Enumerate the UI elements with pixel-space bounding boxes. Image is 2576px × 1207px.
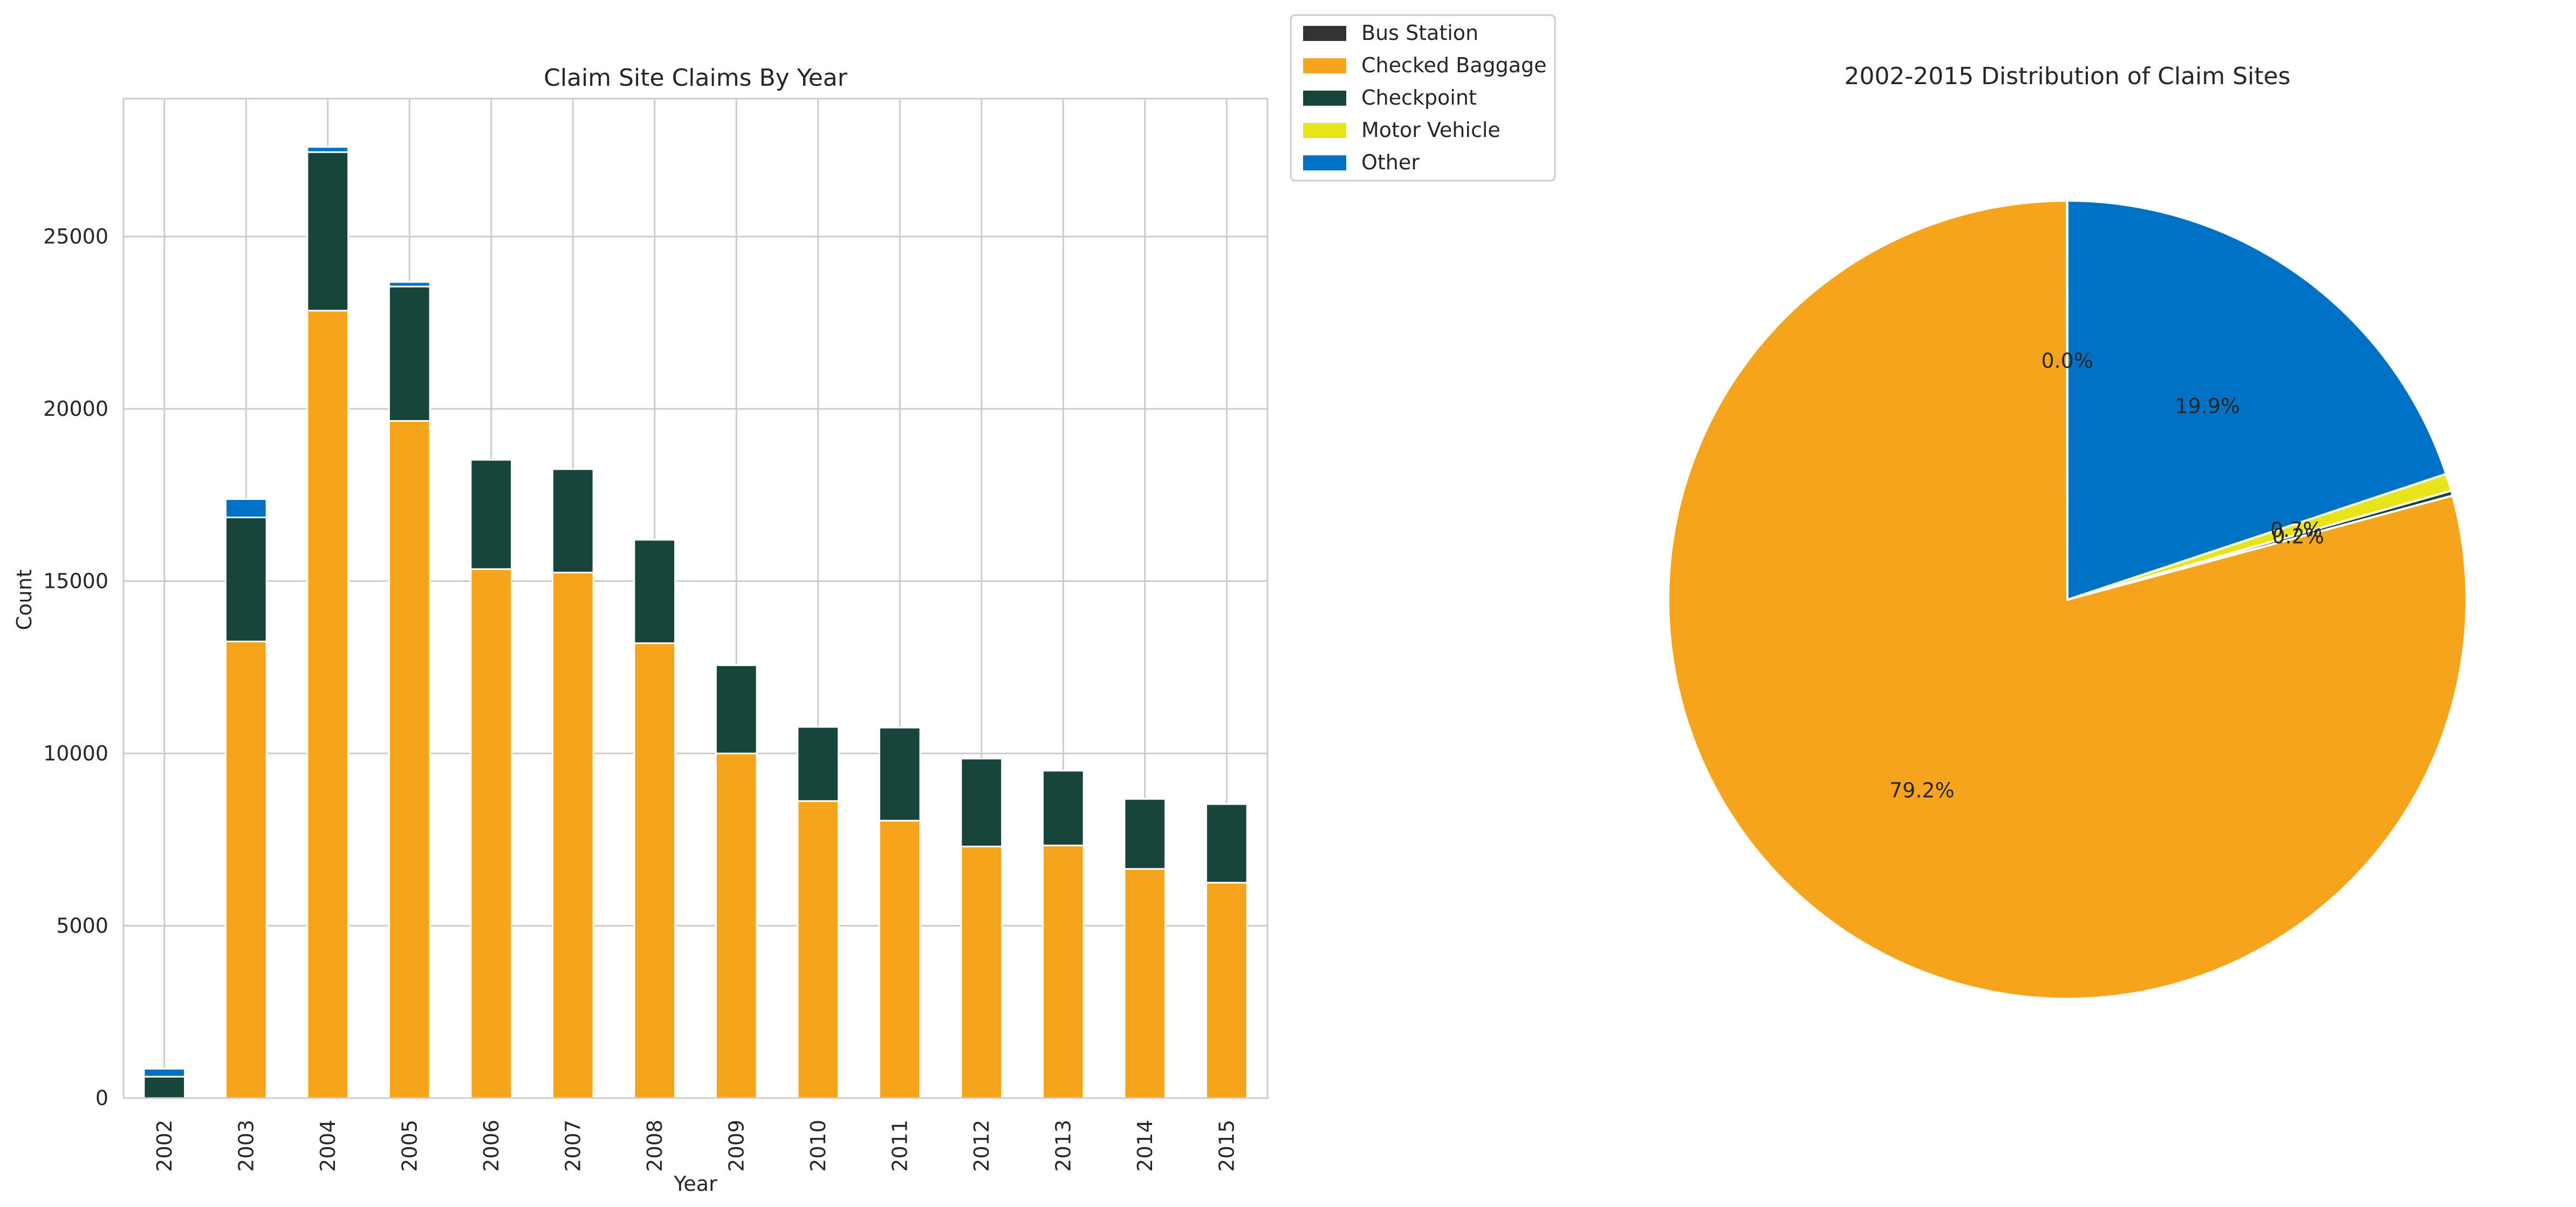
- legend-label-other: Other: [1361, 150, 1420, 174]
- x-tick-label: 2014: [1133, 1120, 1157, 1172]
- x-tick-labels: 2002 2003 2004 2005 2006 2007 2008 2009 2010 2011…: [153, 1120, 1239, 1172]
- grid-lines: [124, 99, 1268, 1099]
- bar-segment-checked-baggage-2005: [388, 420, 431, 1099]
- bar-segment-checkpoint-2003: [224, 516, 268, 642]
- y-tick-label: 20000: [43, 397, 108, 421]
- x-tick-label: 2010: [806, 1120, 830, 1172]
- x-tick-label: 2012: [970, 1120, 994, 1172]
- y-axis-label: Count: [12, 570, 36, 630]
- bar-segment-checked-baggage-2009: [715, 752, 758, 1099]
- pie-chart-title: 2002-2015 Distribution of Claim Sites: [1844, 63, 2290, 90]
- bar-segment-checked-baggage-2015: [1205, 882, 1248, 1099]
- pie-label-motor-vehicle: 0.7%: [2270, 518, 2322, 541]
- x-tick-label: 2005: [398, 1120, 421, 1172]
- bar-segment-checked-baggage-2010: [797, 800, 840, 1099]
- bar-segment-checkpoint-2010: [797, 726, 840, 802]
- bar-segment-checked-baggage-2013: [1042, 845, 1085, 1099]
- pie-label-checkpoint: 0.2%: [2272, 524, 2325, 548]
- bar-segment-checkpoint-2013: [1042, 770, 1085, 847]
- x-tick-label: 2003: [234, 1120, 258, 1172]
- legend-label-checked-baggage: Checked Baggage: [1361, 53, 1547, 77]
- bar-segment-checkpoint-2007: [551, 468, 594, 574]
- bar-segment-checkpoint-2006: [470, 459, 513, 570]
- bar-segment-other-2002: [143, 1068, 186, 1078]
- bar-segment-other-2005: [388, 281, 431, 287]
- y-tick-label: 0: [95, 1086, 108, 1110]
- legend-label-bus-station: Bus Station: [1361, 21, 1478, 45]
- bar-segment-checked-baggage-2003: [224, 640, 268, 1099]
- bar-segment-checked-baggage-2006: [470, 568, 513, 1099]
- legend-swatch-checkpoint: [1303, 91, 1346, 106]
- legend-items: Bus Station Checked Baggage Checkpoint Moto…: [1303, 21, 1547, 174]
- x-tick-label: 2015: [1215, 1120, 1238, 1172]
- pie-slice-other: [2066, 200, 2448, 601]
- y-tick-label: 10000: [43, 742, 108, 765]
- bar-segment-checkpoint-2002: [143, 1075, 186, 1099]
- x-axis-label: Year: [673, 1172, 717, 1196]
- bar-segment-checkpoint-2008: [633, 539, 676, 644]
- bar-segment-other-2004: [306, 146, 350, 153]
- pie-label-checked-baggage: 79.2%: [1889, 779, 1955, 803]
- legend: Bus Station Checked Baggage Checkpoint Moto…: [1290, 14, 1556, 182]
- x-tick-label: 2007: [561, 1120, 585, 1172]
- bar-segment-checkpoint-2015: [1205, 803, 1248, 884]
- plot-area-frame: [122, 98, 1269, 1099]
- legend-label-motor-vehicle: Motor Vehicle: [1361, 118, 1501, 142]
- pie-label-bus-station: 0.0%: [2041, 349, 2093, 373]
- bar-segment-checked-baggage-2004: [306, 310, 350, 1099]
- x-tick-label: 2004: [316, 1120, 340, 1172]
- x-tick-label: 2009: [724, 1120, 748, 1172]
- pie-chart: 2002-2015 Distribution of Claim Sites 0.…: [1667, 63, 2468, 1000]
- legend-label-checkpoint: Checkpoint: [1361, 86, 1477, 109]
- legend-swatch-bus-station: [1303, 26, 1346, 41]
- bar-segment-checked-baggage-2012: [960, 846, 1003, 1099]
- bar-segment-checkpoint-2009: [715, 664, 758, 755]
- x-tick-label: 2006: [479, 1120, 503, 1172]
- x-tick-label: 2002: [153, 1120, 176, 1172]
- legend-box: [1290, 14, 1556, 182]
- x-tick-label: 2013: [1051, 1120, 1075, 1172]
- bar-segment-checked-baggage-2008: [633, 642, 676, 1099]
- bar-segment-checked-baggage-2007: [551, 572, 594, 1099]
- bar-segment-checkpoint-2014: [1123, 798, 1167, 870]
- legend-swatch-checked-baggage: [1303, 58, 1346, 73]
- y-tick-label: 15000: [43, 570, 108, 593]
- x-tick-label: 2008: [643, 1120, 667, 1172]
- y-tick-labels: 0 5000 10000 15000 20000 25000: [43, 225, 108, 1110]
- x-tick-label: 2011: [888, 1120, 912, 1172]
- bar-segment-checkpoint-2004: [306, 151, 350, 312]
- legend-swatch-motor-vehicle: [1303, 123, 1346, 138]
- bar-segment-checkpoint-2011: [878, 726, 921, 822]
- pie-slice-labels: 0.0% 79.2% 0.2%0.7% 19.9%: [1889, 349, 2324, 803]
- y-tick-label: 5000: [56, 914, 108, 938]
- pie-label-other: 19.9%: [2175, 394, 2240, 418]
- legend-swatch-other: [1303, 155, 1346, 170]
- bar-segment-other-2003: [224, 498, 268, 518]
- bar-segment-checkpoint-2005: [388, 285, 431, 422]
- bar-segment-checked-baggage-2011: [878, 820, 921, 1099]
- bar-segment-checked-baggage-2014: [1123, 868, 1167, 1099]
- bar-chart-title: Claim Site Claims By Year: [544, 64, 848, 92]
- pie-slices: [1667, 200, 2468, 1000]
- y-tick-label: 25000: [43, 225, 108, 249]
- bar-marks: [143, 146, 1248, 1099]
- bar-segment-checkpoint-2012: [960, 758, 1003, 848]
